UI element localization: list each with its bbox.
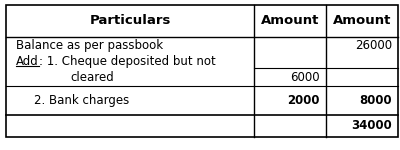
Text: 8000: 8000 (359, 94, 392, 107)
Text: Amount: Amount (261, 14, 319, 27)
Text: : 1. Cheque deposited but not: : 1. Cheque deposited but not (39, 55, 216, 68)
Bar (6, 4, 398, 136)
Text: Add: Add (16, 55, 39, 68)
Text: 2000: 2000 (288, 94, 320, 107)
Text: 34000: 34000 (351, 119, 392, 132)
Text: 2. Bank charges: 2. Bank charges (34, 94, 129, 107)
Text: Balance as per passbook: Balance as per passbook (16, 39, 163, 52)
Text: Amount: Amount (333, 14, 391, 27)
Text: 26000: 26000 (355, 39, 392, 52)
Text: 6000: 6000 (290, 71, 320, 84)
Text: Particulars: Particulars (89, 14, 171, 27)
Text: cleared: cleared (70, 71, 114, 84)
